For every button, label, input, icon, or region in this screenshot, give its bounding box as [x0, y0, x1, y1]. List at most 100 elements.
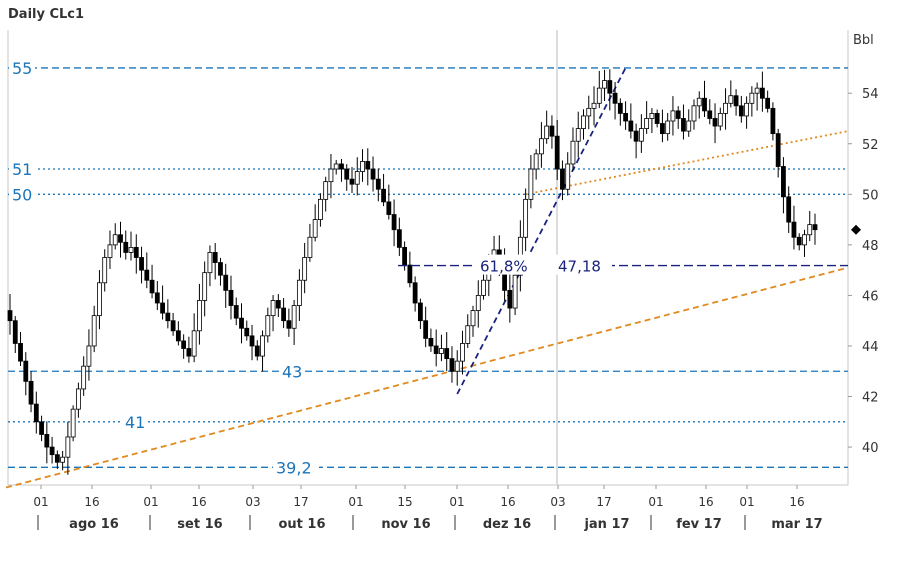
- candle-body: [775, 133, 781, 167]
- candle-body: [339, 163, 344, 170]
- candle-body: [244, 327, 250, 337]
- y-tick-label: 52: [862, 138, 879, 153]
- candle-body: [318, 198, 323, 220]
- candle-body: [154, 292, 160, 304]
- candle-body: [323, 181, 329, 200]
- candle-body: [260, 335, 265, 357]
- candle-body: [681, 118, 686, 132]
- candle-body: [165, 312, 171, 322]
- candle-body: [307, 236, 313, 258]
- candle-body: [39, 421, 44, 435]
- candle-body: [649, 113, 655, 119]
- candle-body: [744, 102, 750, 117]
- candle-body: [707, 110, 713, 119]
- candle-body: [396, 229, 402, 248]
- candle-body: [354, 171, 360, 185]
- candle-body: [802, 234, 807, 246]
- candle-body: [607, 80, 613, 94]
- candle-body: [370, 168, 376, 180]
- candle-body: [412, 282, 418, 304]
- candle-body: [175, 330, 181, 342]
- candle-body: [728, 95, 734, 104]
- candle-body: [686, 120, 692, 132]
- candle-body: [470, 310, 476, 327]
- candle-body: [675, 110, 681, 119]
- candle-body: [544, 125, 550, 140]
- candle-body: [812, 224, 818, 231]
- candle-body: [533, 153, 539, 170]
- candle-body: [333, 163, 339, 170]
- candle-body: [228, 289, 234, 306]
- candle-body: [449, 358, 455, 372]
- candle-body: [375, 178, 381, 190]
- candle-body: [749, 92, 755, 104]
- candle-body: [581, 115, 586, 129]
- candle-body: [112, 234, 118, 246]
- candle-body: [86, 345, 92, 367]
- horizontal-levels: 55 51 50 43 41 39,2: [8, 56, 848, 477]
- candle-body: [191, 330, 197, 357]
- candle-body: [433, 345, 439, 354]
- candle-body: [444, 348, 450, 360]
- x-day-label: 03: [550, 495, 565, 509]
- x-day-label: 16: [84, 495, 99, 509]
- x-month-label: fev 17: [676, 517, 722, 532]
- candle-body: [638, 128, 644, 142]
- candle-body: [554, 135, 560, 170]
- candle-body: [696, 97, 702, 107]
- candle-body: [81, 365, 87, 390]
- last-price-marker: [851, 224, 861, 235]
- candle-body: [97, 282, 102, 317]
- candle-body: [186, 348, 192, 357]
- candle-body: [596, 87, 602, 104]
- candle-body: [254, 345, 260, 357]
- candle-body: [402, 246, 408, 266]
- level-label-41: 41: [125, 413, 145, 432]
- y-tick-label: 44: [862, 340, 879, 355]
- candle-body: [296, 279, 302, 306]
- candle-body: [207, 252, 213, 274]
- x-day-label: 16: [698, 495, 713, 509]
- x-day-label: 03: [245, 495, 260, 509]
- candle-body: [712, 118, 718, 127]
- x-month-label: ago 16: [69, 517, 119, 532]
- candle-body: [70, 408, 76, 438]
- candle-body: [144, 269, 150, 281]
- candle-body: [212, 252, 218, 263]
- trendline-0: [5, 266, 849, 489]
- candle-body: [465, 325, 471, 344]
- candle-body: [602, 80, 607, 89]
- candle-body: [197, 300, 202, 332]
- x-day-label: 16: [191, 495, 206, 509]
- candle-body: [665, 120, 671, 135]
- candle-body: [575, 128, 581, 142]
- diamond-icon: [851, 224, 861, 235]
- candle-body: [44, 434, 50, 448]
- candle-body: [218, 262, 223, 276]
- candle-body: [528, 168, 534, 200]
- candle-body: [281, 307, 286, 322]
- candle-body: [423, 320, 429, 339]
- fibonacci-level: 61,8% 47,18: [398, 254, 848, 276]
- level-label-bg: [9, 158, 35, 179]
- candle-body: [512, 274, 518, 309]
- candle-body: [654, 113, 660, 124]
- candle-body: [660, 123, 665, 135]
- candle-body: [344, 168, 350, 180]
- candle-body: [507, 289, 513, 309]
- candle-body: [738, 105, 744, 117]
- candle-body: [312, 219, 318, 238]
- y-axis: 40 42 44 46 48 50 52 54: [848, 87, 879, 456]
- level-label-50: 50: [12, 185, 32, 204]
- x-day-label: 01: [648, 495, 663, 509]
- y-tick-label: 42: [862, 391, 879, 406]
- candle-body: [107, 244, 113, 258]
- candle-body: [565, 163, 571, 190]
- candle-body: [12, 320, 18, 344]
- candle-body: [702, 97, 707, 112]
- candle-body: [91, 315, 97, 347]
- candle-body: [417, 302, 423, 322]
- candle-body: [33, 403, 39, 423]
- level-label-43: 43: [282, 362, 302, 381]
